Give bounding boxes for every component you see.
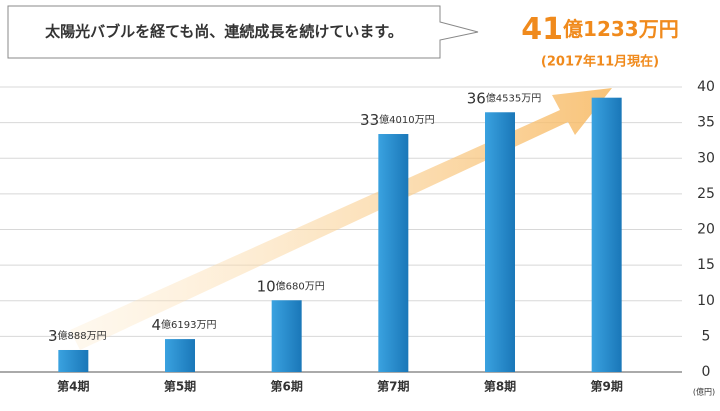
bar: [58, 349, 89, 372]
y-tick-label: 5: [702, 328, 711, 344]
y-tick-label: 30: [697, 150, 715, 166]
x-tick-label: 第8期: [484, 379, 516, 394]
callout-bubble: [7, 5, 479, 59]
x-tick-label: 第5期: [164, 379, 196, 394]
bar: [165, 339, 195, 372]
bar: [378, 134, 409, 372]
y-tick-label: 40: [697, 79, 715, 95]
y-tick-label: 20: [697, 222, 715, 238]
grid: [0, 86, 682, 373]
y-tick-label: 35: [697, 115, 715, 131]
y-tick-label: 15: [697, 257, 715, 273]
value-label: 4億6193万円: [152, 316, 217, 334]
growth-arrow: [70, 88, 612, 350]
value-label: 36億4535万円: [467, 89, 542, 107]
bar: [271, 300, 302, 372]
headline-note: (2017年11月現在): [541, 54, 659, 70]
x-tick-label: 第9期: [590, 379, 622, 394]
x-tick-label: 第6期: [270, 379, 302, 394]
value-label: 3億888万円: [48, 326, 107, 344]
headline: 41億1233万円: [521, 12, 678, 47]
x-tick-label: 第7期: [377, 379, 409, 394]
callout-text: 太陽光バブルを経ても尚、連続成長を続けています。: [45, 23, 403, 41]
value-label: 33億4010万円: [360, 111, 435, 129]
y-tick-label: 10: [697, 293, 715, 309]
value-label: 10億680万円: [257, 277, 325, 295]
plot: [58, 97, 622, 373]
bar: [591, 97, 622, 372]
y-tick-label: 0: [702, 364, 711, 380]
y-tick-label: 25: [697, 186, 715, 202]
y-unit: (億円): [693, 387, 715, 397]
x-tick-label: 第4期: [57, 379, 89, 394]
bar: [485, 112, 515, 373]
